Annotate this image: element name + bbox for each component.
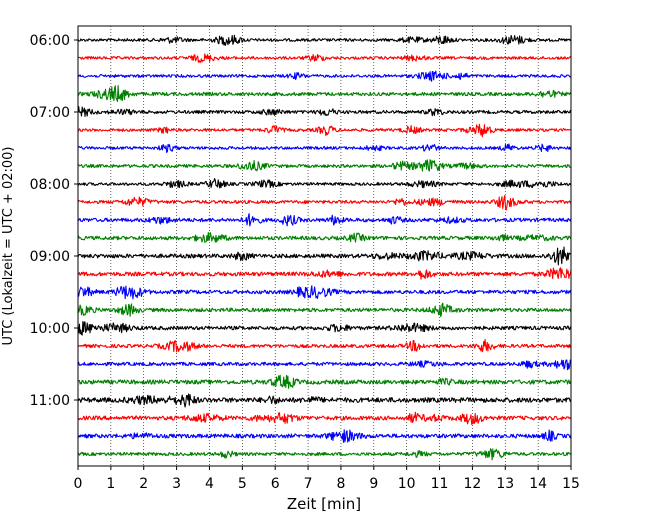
trace-0945 — [77, 302, 572, 318]
y-tick-label-0: 06:00 — [30, 33, 70, 49]
trace-1015 — [77, 338, 572, 353]
trace-0745 — [77, 159, 571, 172]
x-tick-label-6: 6 — [271, 476, 280, 492]
trace-0645 — [77, 85, 571, 103]
y-tick-label-2: 08:00 — [30, 177, 70, 193]
x-tick-label-15: 15 — [562, 476, 580, 492]
x-tick-label-13: 13 — [496, 476, 514, 492]
trace-0715 — [77, 123, 572, 138]
y-tick-label-5: 11:00 — [30, 393, 70, 409]
trace-1115 — [77, 411, 572, 425]
x-tick-label-3: 3 — [172, 476, 181, 492]
x-tick-label-14: 14 — [529, 476, 547, 492]
trace-0700 — [77, 106, 572, 118]
trace-0930 — [77, 285, 572, 300]
trace-1000 — [77, 320, 572, 336]
trace-1100 — [77, 393, 572, 408]
trace-0900 — [77, 246, 572, 266]
trace-0830 — [77, 213, 572, 227]
x-tick-label-12: 12 — [463, 476, 481, 492]
trace-1145 — [77, 448, 572, 461]
y-tick-label-4: 10:00 — [30, 321, 70, 337]
x-axis-label: Zeit [min] — [287, 495, 361, 513]
x-tick-label-1: 1 — [106, 476, 115, 492]
y-axis: 06:00 07:00 08:00 09:00 10:00 11:00 — [30, 33, 78, 409]
trace-0730 — [77, 143, 572, 153]
x-tick-label-4: 4 — [205, 476, 214, 492]
trace-0600 — [77, 34, 572, 47]
x-tick-label-2: 2 — [139, 476, 148, 492]
traces — [77, 34, 572, 461]
trace-1030 — [77, 359, 572, 371]
trace-1045 — [77, 374, 572, 389]
grid-lines — [110, 26, 539, 466]
x-tick-label-9: 9 — [369, 476, 378, 492]
trace-0915 — [77, 267, 572, 280]
x-tick-label-5: 5 — [238, 476, 247, 492]
y-tick-label-1: 07:00 — [30, 105, 70, 121]
plot-frame — [77, 25, 572, 467]
x-tick-label-10: 10 — [398, 476, 416, 492]
trace-0800 — [77, 178, 572, 189]
trace-0615 — [77, 53, 572, 63]
x-axis: 0 1 2 3 4 5 6 7 8 9 10 11 12 13 14 15 — [74, 466, 580, 492]
trace-0815 — [77, 194, 572, 211]
trace-1130 — [77, 429, 572, 443]
x-tick-label-7: 7 — [304, 476, 313, 492]
trace-0630 — [77, 70, 572, 82]
x-tick-label-11: 11 — [431, 476, 449, 492]
x-tick-label-0: 0 — [74, 476, 83, 492]
trace-0845 — [77, 232, 572, 243]
y-axis-label: UTC (Lokalzeit = UTC + 02:00) — [1, 147, 16, 346]
y-tick-label-3: 09:00 — [30, 249, 70, 265]
x-tick-label-8: 8 — [336, 476, 345, 492]
